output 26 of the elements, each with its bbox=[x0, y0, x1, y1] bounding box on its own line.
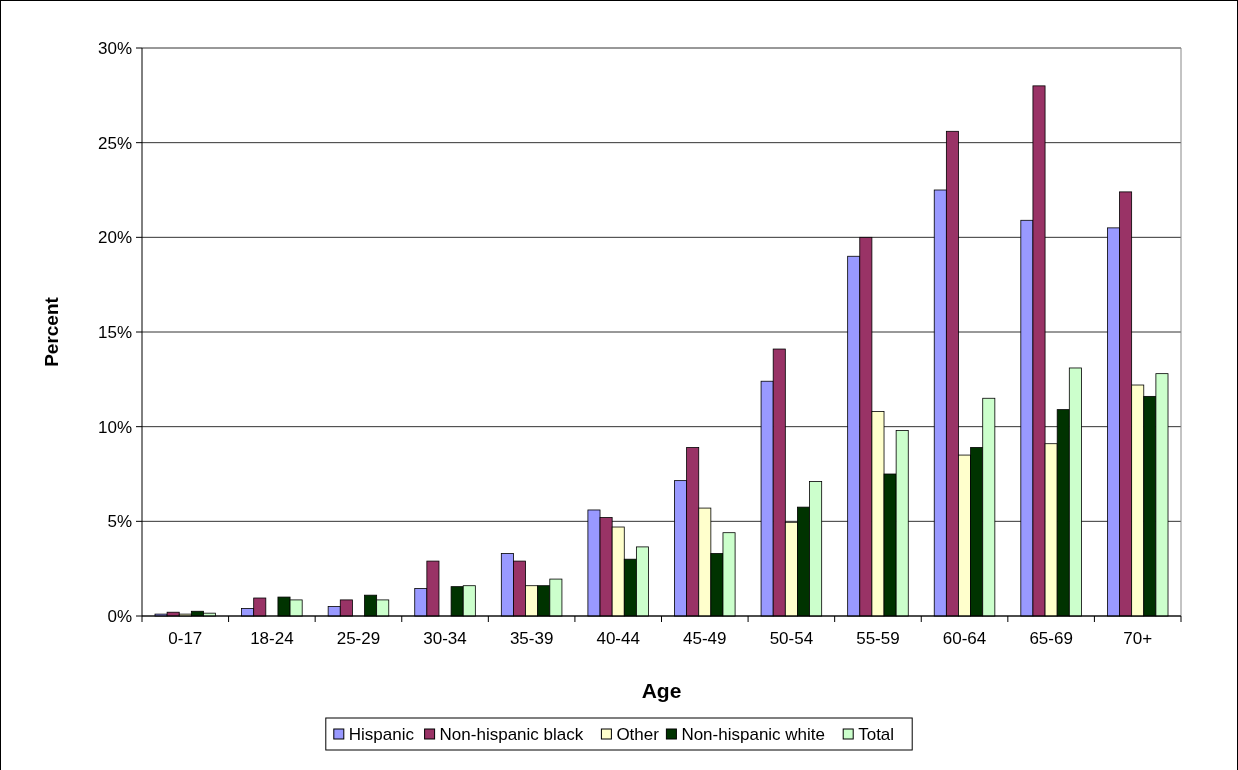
x-tick-label: 25-29 bbox=[336, 629, 381, 648]
x-axis-title: Age bbox=[641, 679, 682, 702]
x-tick-label: 60-64 bbox=[942, 629, 987, 648]
x-tick-label: 35-39 bbox=[509, 629, 554, 648]
x-tick-label: 55-59 bbox=[856, 629, 900, 648]
y-axis-title: Percent bbox=[41, 296, 62, 367]
y-tick-label: 0% bbox=[107, 606, 132, 626]
x-tick-label: 70+ bbox=[1123, 629, 1153, 648]
x-tick-label: 40-44 bbox=[596, 629, 640, 648]
y-tick-label: 30% bbox=[97, 38, 132, 58]
legend-label: Non-hispanic black bbox=[439, 724, 584, 744]
x-tick-label: 50-54 bbox=[769, 629, 814, 648]
legend-label: Total bbox=[858, 724, 895, 744]
legend-label: Hispanic bbox=[348, 724, 415, 744]
y-tick-label: 15% bbox=[97, 322, 132, 342]
x-tick-label: 45-49 bbox=[683, 629, 727, 648]
x-tick-label: 0-17 bbox=[168, 629, 203, 648]
y-tick-label: 20% bbox=[97, 228, 132, 248]
y-tick-label: 5% bbox=[107, 512, 132, 532]
legend-label: Other bbox=[616, 724, 660, 744]
y-tick-label: 10% bbox=[97, 417, 132, 437]
y-tick-label: 25% bbox=[97, 133, 132, 153]
x-tick-label: 18-24 bbox=[250, 629, 294, 648]
x-tick-label: 65-69 bbox=[1029, 629, 1073, 648]
legend-label: Non-hispanic white bbox=[681, 724, 826, 744]
x-tick-label: 30-34 bbox=[423, 629, 467, 648]
